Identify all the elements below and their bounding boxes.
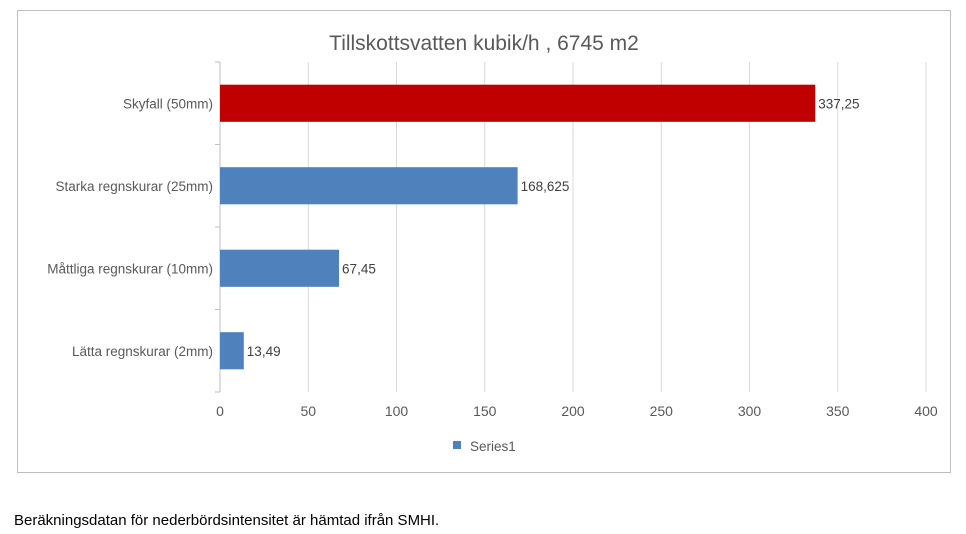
bar [220,332,244,370]
data-label: 67,45 [342,261,376,276]
category-label: Lätta regnskurar (2mm) [72,344,213,359]
category-label: Starka regnskurar (25mm) [55,179,213,194]
x-tick-label: 150 [473,403,497,419]
x-tick-label: 400 [914,403,938,419]
chart-frame [17,10,951,473]
bar [220,84,816,122]
x-tick-label: 50 [300,403,316,419]
chart-title: Tillskottsvatten kubik/h , 6745 m2 [329,32,639,55]
x-tick-label: 250 [650,403,674,419]
x-tick-label: 0 [216,403,224,419]
bar [220,167,518,205]
x-tick-label: 300 [738,403,762,419]
data-label: 168,625 [521,179,570,194]
category-label: Måttliga regnskurar (10mm) [47,261,213,276]
data-label: 337,25 [818,96,859,111]
data-label: 13,49 [247,344,281,359]
x-tick-label: 200 [561,403,585,419]
legend-label: Series1 [470,439,516,454]
category-label: Skyfall (50mm) [123,96,213,111]
legend-swatch [453,441,461,449]
x-tick-label: 100 [385,403,409,419]
caption: Beräkningsdatan för nederbördsintensitet… [14,512,440,529]
bar [220,249,340,287]
x-tick-label: 350 [826,403,850,419]
